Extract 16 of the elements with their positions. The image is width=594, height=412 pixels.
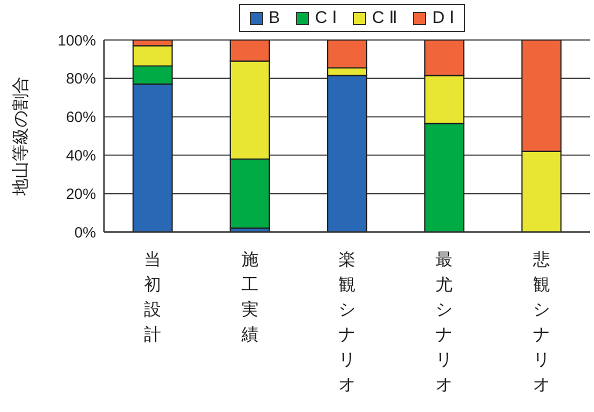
y-tick-label: 60% (66, 109, 96, 126)
y-tick-label: 40% (66, 148, 96, 165)
y-tick-label: 20% (66, 186, 96, 203)
legend-label: C Ⅰ (314, 8, 337, 28)
y-tick-label: 0% (74, 224, 96, 242)
y-axis-title: 地山等級の割合 (11, 76, 30, 196)
x-tick-label: 最尤シナリオ (436, 250, 453, 394)
legend-label: C Ⅱ (370, 8, 398, 28)
x-tick-label: 当初設計 (144, 250, 162, 344)
x-tick-label: 悲観シナリオ (532, 250, 550, 394)
legend-label: D Ⅰ (431, 8, 454, 28)
x-tick-label: 楽観シナリオ (338, 250, 356, 394)
legend-label: B (268, 8, 280, 28)
x-tick-label: 施工実績 (240, 250, 258, 344)
y-tick-label: 80% (66, 70, 96, 88)
y-tick-label: 100% (58, 32, 96, 50)
